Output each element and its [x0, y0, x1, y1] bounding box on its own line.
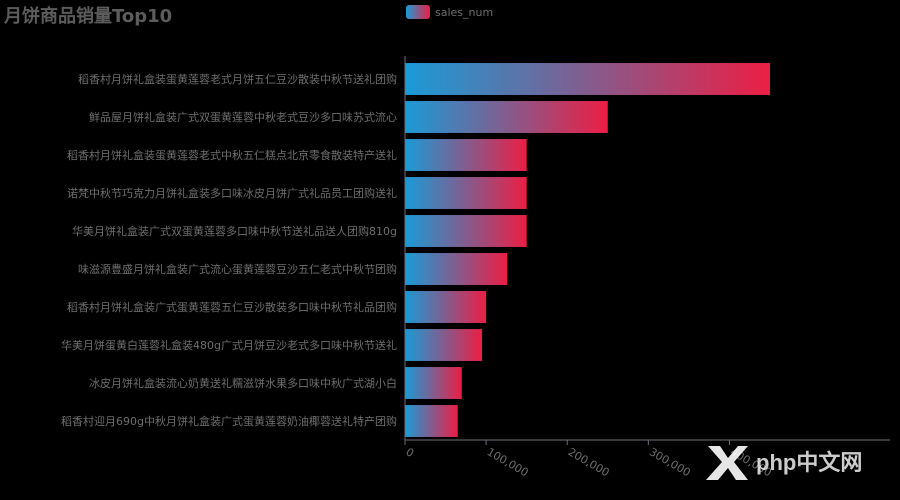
chart-title: 月饼商品销量Top10 — [4, 6, 173, 27]
y-axis-labels: 稻香村月饼礼盒装蛋黄莲蓉老式月饼五仁豆沙散装中秋节送礼团购鲜品屋月饼礼盒装广式双… — [61, 72, 397, 428]
x-axis-tick-label: 300,000 — [647, 445, 693, 479]
bar[interactable] — [405, 177, 527, 209]
y-axis-category-label: 味滋源豊盛月饼礼盒装广式流心蛋黄莲蓉豆沙五仁老式中秋节团购 — [78, 262, 397, 276]
y-axis-category-label: 诺梵中秋节巧克力月饼礼盒装多口味冰皮月饼广式礼品员工团购送礼 — [67, 186, 397, 200]
bar[interactable] — [405, 63, 770, 95]
y-axis-category-label: 稻香村月饼礼盒装蛋黄莲蓉老式中秋五仁糕点北京零食散装特产送礼 — [67, 148, 397, 162]
bar[interactable] — [405, 329, 483, 361]
y-axis-category-label: 华美月饼礼盒装广式双蛋黄莲蓉多口味中秋节送礼品送人团购810g — [72, 224, 397, 238]
y-axis-category-label: 稻香村月饼礼盒装蛋黄莲蓉老式月饼五仁豆沙散装中秋节送礼团购 — [78, 72, 397, 86]
bars — [405, 63, 770, 437]
y-axis-category-label: 稻香村月饼礼盒装广式蛋黄莲蓉五仁豆沙散装多口味中秋节礼品团购 — [67, 300, 397, 314]
watermark-logo: php中文网 — [706, 446, 862, 480]
legend-swatch — [406, 5, 430, 19]
watermark-x-icon — [706, 446, 748, 480]
bar[interactable] — [405, 101, 608, 133]
watermark-text: php中文网 — [756, 450, 862, 475]
y-axis-category-label: 稻香村迎月690g中秋月饼礼盒装广式蛋黄莲蓉奶油椰蓉送礼特产团购 — [61, 414, 397, 428]
bar[interactable] — [405, 215, 527, 247]
bar[interactable] — [405, 253, 508, 285]
x-axis-tick-label: 100,000 — [485, 445, 531, 479]
y-axis-category-label: 华美月饼蛋黄白莲蓉礼盒装480g广式月饼豆沙老式多口味中秋节送礼 — [61, 338, 397, 352]
bar[interactable] — [405, 405, 458, 437]
x-axis-tick-label: 200,000 — [566, 445, 612, 479]
x-axis-tick-label: 0 — [404, 445, 417, 460]
y-axis-category-label: 冰皮月饼礼盒装流心奶黄送礼糯滋饼水果多口味中秋广式湖小白 — [89, 376, 397, 390]
y-axis-category-label: 鲜品屋月饼礼盒装广式双蛋黄莲蓉中秋老式豆沙多口味苏式流心 — [89, 110, 397, 124]
bar[interactable] — [405, 291, 487, 323]
bar[interactable] — [405, 367, 462, 399]
legend-label: sales_num — [435, 5, 494, 19]
legend[interactable]: sales_num — [406, 5, 493, 19]
bar[interactable] — [405, 139, 527, 171]
